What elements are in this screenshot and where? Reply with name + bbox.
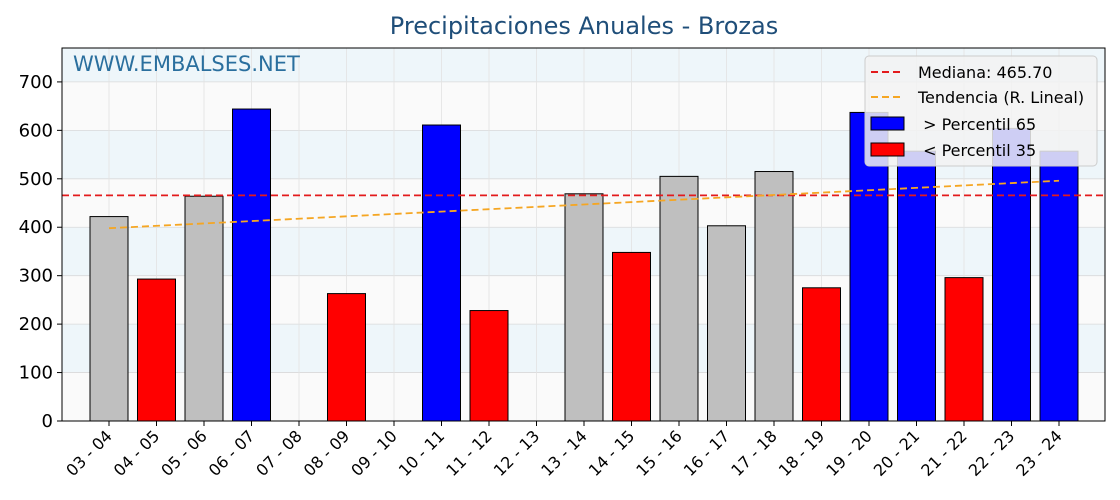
- x-tick-label: 20 - 21: [870, 426, 924, 480]
- bar-23-24: [1039, 150, 1079, 422]
- legend-box: [864, 55, 1098, 167]
- trend-line: [108, 179, 1060, 230]
- y-tick-label: 700: [19, 72, 53, 93]
- x-tick-label: 15 - 16: [632, 426, 686, 480]
- x-tick-label: 18 - 19: [775, 426, 829, 480]
- y-tick-label: 100: [19, 363, 53, 384]
- x-tick-label: 09 - 10: [347, 426, 401, 480]
- bar-04-05: [137, 278, 176, 422]
- y-tick-label: 600: [19, 120, 53, 141]
- x-tick-label: 10 - 11: [395, 426, 449, 480]
- y-tick-label: 500: [19, 169, 53, 190]
- watermark-text: WWW.EMBALSES.NET: [73, 52, 300, 76]
- y-tick-label: 300: [19, 266, 53, 287]
- bar-03-04: [89, 216, 129, 422]
- x-tick-label: 07 - 08: [252, 426, 306, 480]
- legend-low-swatch: [870, 142, 905, 157]
- x-tick-label: 14 - 15: [585, 426, 639, 480]
- x-tick-label: 04 - 05: [110, 426, 164, 480]
- bar-05-06: [184, 195, 224, 422]
- x-tick-label: 03 - 04: [62, 426, 116, 480]
- y-axis-ticks: 0 100 200 300 400 500 600 700: [19, 72, 62, 432]
- x-tick-label: 19 - 20: [822, 426, 876, 480]
- x-tick-label: 21 - 22: [917, 426, 971, 480]
- bar-21-22: [944, 277, 984, 422]
- bar-08-09: [327, 293, 366, 422]
- bar-18-19: [802, 287, 841, 422]
- x-tick-label: 22 - 23: [965, 426, 1019, 480]
- y-tick-label: 0: [42, 411, 53, 432]
- bar-16-17: [707, 225, 746, 422]
- legend-high-label: > Percentil 65: [918, 115, 1036, 134]
- bars: [89, 108, 1079, 422]
- x-tick-label: 16 - 17: [680, 426, 734, 480]
- y-tick-label: 200: [19, 314, 53, 335]
- bar-11-12: [469, 310, 509, 422]
- legend-median-label: Mediana: 465.70: [918, 63, 1052, 82]
- legend: Mediana: 465.70 Tendencia (R. Lineal) > …: [864, 55, 1098, 167]
- x-tick-label: 13 - 14: [537, 426, 591, 480]
- bar-13-14: [564, 193, 604, 422]
- bar-17-18: [754, 171, 794, 422]
- legend-trend-label: Tendencia (R. Lineal): [917, 88, 1084, 107]
- x-tick-label: 05 - 06: [157, 426, 211, 480]
- bar-15-16: [659, 175, 699, 422]
- reference-lines: [62, 179, 1105, 230]
- y-tick-label: 400: [19, 217, 53, 238]
- x-tick-label: 08 - 09: [300, 426, 354, 480]
- x-tick-label: 06 - 07: [205, 426, 259, 480]
- x-tick-label: 12 - 13: [490, 426, 544, 480]
- bar-10-11: [422, 124, 461, 422]
- x-tick-label: 11 - 12: [442, 426, 496, 480]
- bar-06-07: [232, 108, 271, 422]
- bar-20-21: [897, 150, 936, 422]
- x-tick-label: 17 - 18: [727, 426, 781, 480]
- x-tick-label: 23 - 24: [1012, 426, 1066, 480]
- bar-14-15: [612, 251, 651, 422]
- legend-low-label: < Percentil 35: [918, 141, 1036, 160]
- chart-title: Precipitaciones Anuales - Brozas: [390, 12, 778, 40]
- legend-high-swatch: [870, 116, 905, 131]
- bar-22-23: [992, 127, 1031, 422]
